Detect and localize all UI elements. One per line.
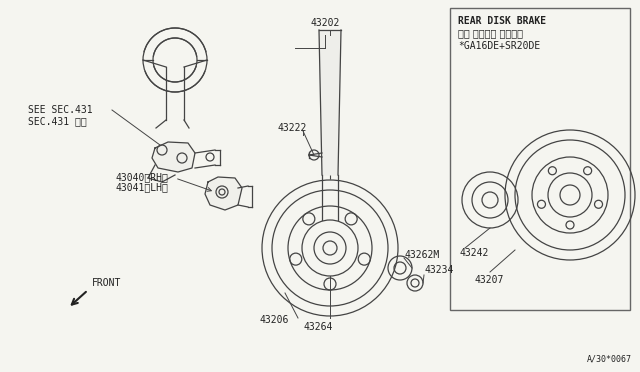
Text: 43234: 43234 (425, 265, 454, 275)
Text: REAR DISK BRAKE: REAR DISK BRAKE (458, 16, 546, 26)
Polygon shape (205, 177, 242, 210)
Text: A/30*0067: A/30*0067 (587, 355, 632, 364)
Text: FRONT: FRONT (92, 278, 122, 288)
Text: 43202: 43202 (310, 18, 340, 28)
Polygon shape (152, 142, 195, 172)
Text: 43207: 43207 (475, 275, 504, 285)
Text: 43041（LH）: 43041（LH） (115, 182, 168, 192)
Text: 43040（RH）: 43040（RH） (115, 172, 168, 182)
Text: リヤ ディスク ブレーキ: リヤ ディスク ブレーキ (458, 28, 523, 38)
Polygon shape (319, 30, 341, 175)
Text: *GA16DE+SR20DE: *GA16DE+SR20DE (458, 41, 540, 51)
Text: 43222: 43222 (278, 123, 307, 133)
Text: 43242: 43242 (460, 248, 490, 258)
Text: 43264: 43264 (303, 322, 333, 332)
Text: SEE SEC.431: SEE SEC.431 (28, 105, 93, 115)
Bar (450, 8, 630, 310)
Text: 43206: 43206 (259, 315, 289, 325)
Text: 43262M: 43262M (405, 250, 440, 260)
Text: SEC.431 参照: SEC.431 参照 (28, 116, 87, 126)
